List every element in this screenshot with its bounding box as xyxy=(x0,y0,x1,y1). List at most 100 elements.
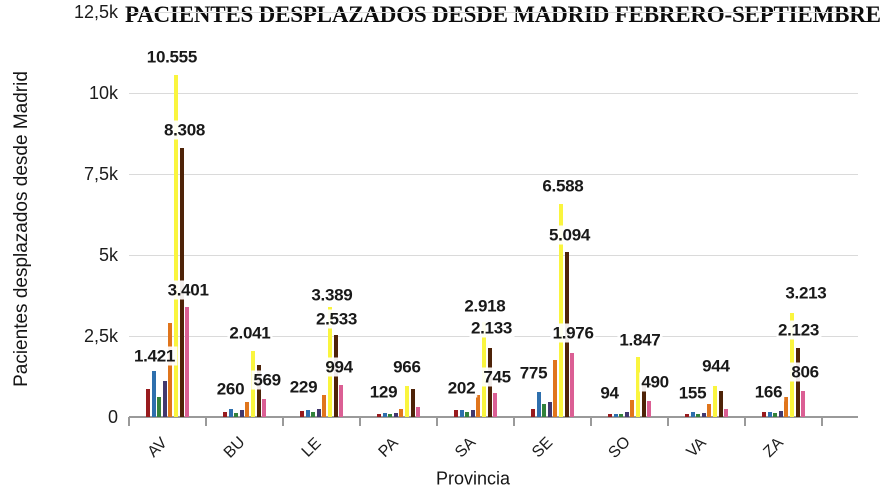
x-axis-tick xyxy=(359,417,361,426)
bar-dark-red-PA xyxy=(376,413,381,417)
x-axis-tick xyxy=(667,417,669,426)
value-label-VA-yellow: 944 xyxy=(700,356,732,376)
value-label-SA-blue: 202 xyxy=(445,378,478,398)
bar-dark-red-SO xyxy=(607,414,612,417)
bar-green-BU xyxy=(234,412,239,417)
bar-dark-red-AV xyxy=(145,389,150,417)
bar-pink-BU xyxy=(262,398,267,417)
bar-blue-SO xyxy=(613,413,618,417)
y-tick-label-2,5k: 2,5k xyxy=(83,326,118,346)
y-tick-label-12,5k: 12,5k xyxy=(73,2,118,22)
value-label-SO-yellow: 1.847 xyxy=(617,330,663,350)
gridline-7,5k xyxy=(129,173,858,175)
bar-blue-PA xyxy=(382,412,387,417)
bar-green-SA xyxy=(465,412,470,417)
bar-pink-LE xyxy=(339,384,344,417)
x-tick-label-SO: SO xyxy=(604,433,634,462)
bar-purple-SE xyxy=(547,402,552,417)
value-label-SE-brown: 5.094 xyxy=(546,225,593,245)
gridline-12,5k xyxy=(129,11,858,13)
bar-blue-LE xyxy=(305,409,310,417)
bar-pink-SO xyxy=(647,401,652,417)
x-axis-tick xyxy=(128,417,130,426)
chart-title: PACIENTES DESPLAZADOS DESDE MADRID FEBRE… xyxy=(125,2,880,27)
value-label-BU-blue: 260 xyxy=(214,379,247,399)
bar-green-SE xyxy=(542,404,547,417)
bar-green-AV xyxy=(157,396,162,417)
value-label-SO-pink: 490 xyxy=(639,372,671,392)
bar-brown-SO xyxy=(641,380,646,417)
bar-purple-LE xyxy=(316,409,321,417)
value-label-VA-blue: 155 xyxy=(676,383,709,403)
value-label-BU-pink: 569 xyxy=(251,370,283,390)
bar-orange-BU xyxy=(245,402,250,417)
bar-pink-VA xyxy=(724,408,729,417)
value-label-LE-blue: 229 xyxy=(287,377,320,397)
bar-yellow-PA xyxy=(404,385,409,417)
y-tick-label-7,5k: 7,5k xyxy=(83,164,118,184)
bar-brown-ZA xyxy=(795,348,800,417)
bar-dark-red-SE xyxy=(530,408,535,417)
value-label-SA-yellow: 2.918 xyxy=(462,296,508,316)
value-label-SE-pink: 1.976 xyxy=(550,323,596,343)
bar-blue-BU xyxy=(228,408,233,417)
x-axis-title: Provincia xyxy=(435,468,511,489)
bar-brown-VA xyxy=(718,391,723,417)
bar-orange-SE xyxy=(553,360,558,417)
bar-brown-BU xyxy=(256,365,261,417)
value-label-SE-blue: 775 xyxy=(517,363,550,383)
bar-orange-ZA xyxy=(784,397,789,417)
y-tick-label-10k: 10k xyxy=(88,83,118,103)
bar-orange-AV xyxy=(168,323,173,417)
value-label-LE-pink: 994 xyxy=(323,357,355,377)
x-axis-tick xyxy=(744,417,746,426)
bar-pink-ZA xyxy=(801,390,806,417)
gridline-5k xyxy=(129,254,858,256)
bar-purple-SO xyxy=(624,412,629,417)
bar-green-VA xyxy=(696,414,701,417)
gridline-10k xyxy=(129,92,858,94)
x-axis-tick xyxy=(821,417,823,426)
bar-purple-VA xyxy=(701,413,706,417)
value-label-LE-brown: 2.533 xyxy=(313,309,360,329)
bar-purple-PA xyxy=(393,413,398,417)
bar-yellow-VA xyxy=(712,386,717,417)
value-label-AV-brown: 8.308 xyxy=(161,120,208,140)
value-label-SA-brown: 2.133 xyxy=(468,318,515,338)
bar-yellow-SO xyxy=(635,357,640,417)
x-axis-tick xyxy=(436,417,438,426)
bar-orange-VA xyxy=(707,404,712,417)
bar-purple-ZA xyxy=(778,411,783,417)
value-label-PA-blue: 129 xyxy=(367,382,400,402)
value-label-AV-pink: 3.401 xyxy=(165,280,211,300)
x-axis-tick xyxy=(205,417,207,426)
bar-pink-SE xyxy=(570,352,575,417)
bar-orange-LE xyxy=(322,394,327,417)
value-label-BU-yellow: 2.041 xyxy=(227,323,273,343)
x-tick-label-VA: VA xyxy=(683,434,710,461)
value-label-ZA-yellow: 3.213 xyxy=(783,283,829,303)
bar-dark-red-LE xyxy=(299,410,304,417)
bar-green-PA xyxy=(388,414,393,417)
x-tick-label-SE: SE xyxy=(528,434,556,462)
value-label-SO-blue: 94 xyxy=(598,383,621,403)
y-axis-title: Pacientes desplazados desde Madrid xyxy=(11,71,32,387)
x-axis-line xyxy=(129,416,858,418)
bar-yellow-SE xyxy=(558,203,563,417)
bar-dark-red-VA xyxy=(684,414,689,417)
bar-dark-red-BU xyxy=(222,411,227,417)
y-tick-label-5k: 5k xyxy=(98,245,118,265)
value-label-SE-yellow: 6.588 xyxy=(540,176,586,196)
bar-blue-SA xyxy=(459,410,464,417)
y-tick-label-0: 0 xyxy=(107,407,118,427)
bar-brown-PA xyxy=(410,388,415,417)
x-tick-label-ZA: ZA xyxy=(759,434,787,461)
bar-purple-SA xyxy=(470,409,475,417)
bar-orange-PA xyxy=(399,408,404,417)
x-tick-label-LE: LE xyxy=(298,434,325,461)
bar-green-ZA xyxy=(773,413,778,417)
bar-blue-AV xyxy=(151,370,156,417)
value-label-SA-pink: 745 xyxy=(481,367,513,387)
x-tick-label-AV: AV xyxy=(144,434,171,461)
